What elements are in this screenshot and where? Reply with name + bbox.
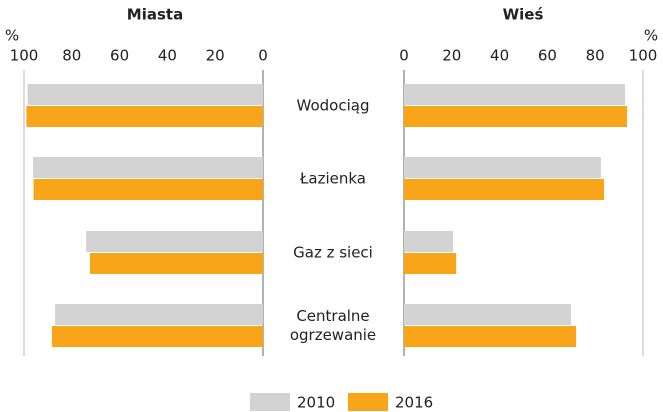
category-label: Gaz z sieci [293,243,373,262]
axis-unit: % [644,27,658,45]
legend-swatch [250,393,290,411]
bar [404,231,453,252]
bar [404,179,605,200]
bar [27,84,264,105]
bar [404,326,577,347]
category-label: Wodociąg [296,96,370,115]
x-tick-label: 80 [62,47,81,65]
x-tick-label: 20 [442,47,461,65]
bar [404,304,572,325]
bar [404,157,601,178]
axis-unit: % [5,27,19,45]
panel-title: Miasta [127,6,183,24]
bar [26,106,263,127]
x-tick-label: 0 [399,47,409,65]
category-label: Łazienka [299,169,366,188]
bar [86,231,263,252]
panel-title: Wieś [503,6,544,24]
x-tick-label: 0 [258,47,268,65]
bar [55,304,263,325]
x-tick-label: 20 [206,47,225,65]
x-tick-label: 80 [586,47,605,65]
legend-label: 2010 [297,394,335,412]
legend-label: 2016 [395,394,433,412]
category-label: Centralne ogrzewanie [289,307,377,344]
bar [404,253,457,274]
x-tick-label: 40 [490,47,509,65]
x-tick-label: 100 [629,47,658,65]
x-tick-label: 100 [10,47,39,65]
bar [404,106,627,127]
x-tick-label: 60 [538,47,557,65]
bar [404,84,626,105]
x-tick-label: 40 [158,47,177,65]
legend-swatch [348,393,388,411]
bar [33,179,264,200]
bar [51,326,264,347]
x-tick-label: 60 [110,47,129,65]
bar [89,253,264,274]
bar [33,157,263,178]
